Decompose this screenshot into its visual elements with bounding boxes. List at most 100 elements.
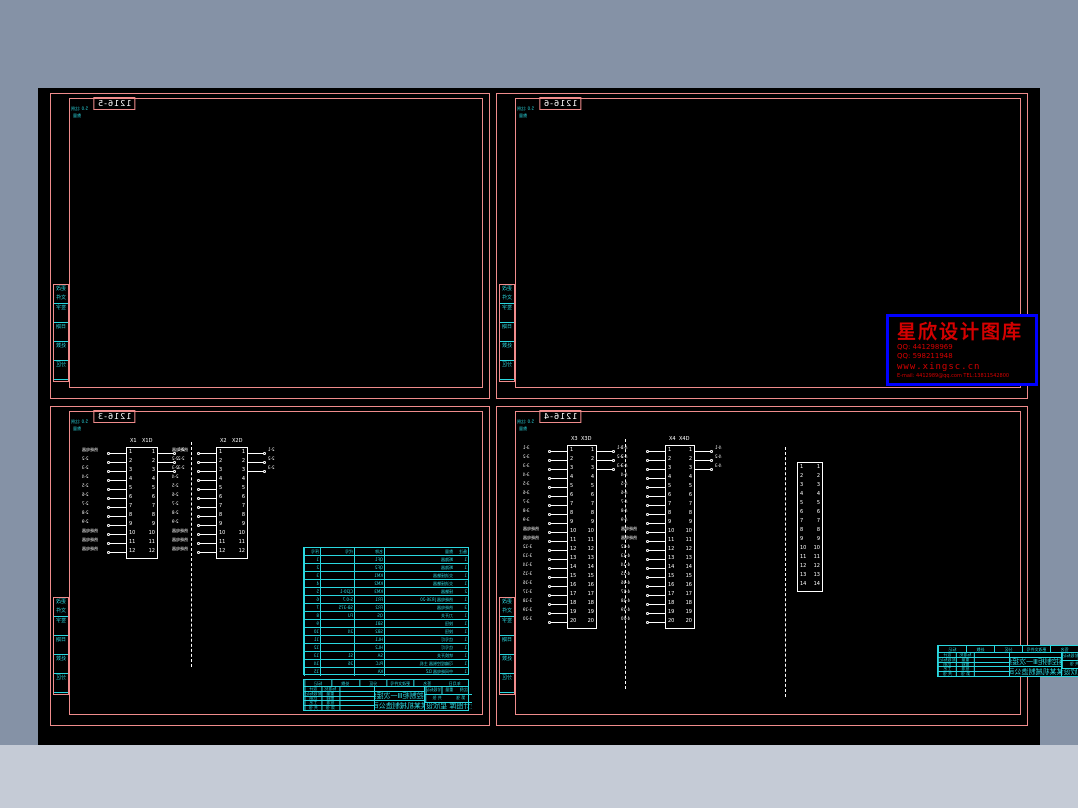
bom-cell: SB2 (354, 628, 384, 635)
terminal-strip-X3[interactable]: 1 1 2 2 3 3 4 4 5 5 6 6 7 7 8 8 9 9 10 10 11 11 12 12 13 13 14 14 15… (567, 445, 597, 629)
terminal-number-right: 2 (816, 473, 820, 479)
title-block-1[interactable]: 标记 处数 分区 更改文件号 签名 年月日 设计 标准化 阶段标记 重量 比例 审核 工艺 批准共 张第 … (303, 679, 472, 711)
terminal-number-left: 9 (219, 521, 223, 527)
terminal-wire-left (649, 613, 665, 614)
terminal-wire-left (649, 532, 665, 533)
terminal-number-right: 6 (688, 492, 692, 498)
terminal-number-left: 5 (570, 483, 574, 489)
terminal-row: 15 15 (568, 572, 596, 581)
terminal-number-left: 2 (800, 473, 804, 479)
terminal-dot-left (107, 452, 110, 455)
bom-cell: 1 (464, 653, 467, 658)
terminal-strip-X1[interactable]: 1 1 2 2 3 3 4 4 5 5 6 6 7 7 8 8 9 9 10 10 11 11 12 12 (126, 447, 158, 559)
terminal-dot-left (646, 585, 649, 588)
terminal-wire-left (649, 577, 665, 578)
title-left-cell (356, 701, 373, 705)
terminal-dot-left (646, 549, 649, 552)
revision-row: 处数 (54, 655, 68, 674)
terminal-number-right: 9 (816, 536, 820, 542)
terminal-label-left: 3-13 (523, 553, 533, 558)
bom-cell: 热继电器 (384, 604, 454, 611)
terminal-strip-aux[interactable]: 1 1 2 2 3 3 4 4 5 5 6 6 7 7 8 8 9 9 10 10 11 11 12 12 13 13 14 14 (797, 462, 823, 592)
terminal-number-right: 5 (241, 485, 245, 491)
terminal-wire-left (649, 586, 665, 587)
title-left-row: 共 张第 张 (938, 672, 1010, 677)
terminal-number-right: 14 (587, 564, 594, 570)
terminal-wire-left (110, 480, 126, 481)
terminal-label-left: 2-6 (172, 492, 179, 497)
bom-cell: 8 (304, 612, 320, 619)
cad-canvas[interactable]: 1216-55.0 :比例数量更改文件号签字日期处数分区1216-65.0 :比… (38, 88, 1078, 745)
separator-dashed (785, 447, 786, 697)
terminal-wire-left (200, 507, 216, 508)
terminal-wire-right (597, 460, 613, 461)
terminal-dot-left (548, 540, 551, 543)
terminal-dot-left (548, 576, 551, 579)
terminal-dot-right (263, 470, 266, 473)
bom-cell: 1 (464, 613, 467, 618)
terminal-number-left: 20 (668, 618, 675, 624)
bom-cell: 11 (304, 636, 320, 643)
title-left-cell: 设计 (938, 653, 956, 657)
terminal-strip-X4[interactable]: 1 1 2 2 3 3 4 4 5 5 6 6 7 7 8 8 9 9 10 10 11 11 12 12 13 13 14 14 15… (665, 445, 695, 629)
title-row-fields: 标记处数分区更改文件号签名 年月日 (304, 680, 468, 687)
terminal-label-left: 热继电器 (621, 535, 637, 540)
watermark-url[interactable]: www.xingsc.cn (897, 361, 981, 372)
terminal-label-left: 3-6 (523, 490, 530, 495)
revision-row: 处数 (500, 342, 514, 361)
terminal-number-left: 2 (129, 458, 133, 464)
terminal-wire-left (649, 559, 665, 560)
bom-cell: KM3 (354, 588, 384, 595)
terminal-row: 10 10 (217, 529, 247, 538)
terminal-number-left: 2 (570, 456, 574, 462)
title-left-cell (973, 653, 992, 657)
terminal-number-right: 12 (587, 546, 594, 552)
title-right-row: 设计图库 星欣设计 (425, 703, 471, 711)
terminal-dot-left (646, 468, 649, 471)
terminal-label-left: 热继电器 (172, 546, 188, 551)
terminal-dot-left (197, 533, 200, 536)
revision-row: 更改文件号 (500, 285, 514, 304)
terminal-strip-X2[interactable]: 1 1 2 2 3 3 4 4 5 5 6 6 7 7 8 8 9 9 10 10 11 11 12 12 (216, 447, 248, 559)
terminal-header-left-X1: X1 (130, 438, 137, 444)
title-left-cell: 共 张 (938, 672, 956, 676)
terminal-wire-left (649, 505, 665, 506)
terminal-number-right: 6 (151, 494, 155, 500)
terminal-row: 12 12 (666, 545, 694, 554)
terminal-number-right: 18 (685, 600, 692, 606)
terminal-number-right: 7 (241, 503, 245, 509)
bom-cell: KA (354, 668, 384, 676)
bom-row: 4 KM2 交流接触器 1 (304, 580, 468, 588)
bom-cell: 10 (304, 628, 320, 635)
terminal-wire-left (200, 453, 216, 454)
terminal-wire-right (248, 462, 264, 463)
terminal-label-left: 2-4 (172, 474, 179, 479)
bom-cell: 14 (304, 660, 320, 667)
bom-cell: 15 (304, 668, 320, 676)
bom-cell: FR2 (354, 604, 384, 611)
terminal-number-left: 6 (129, 494, 133, 500)
bom-cell: 交流接触器 (384, 580, 454, 587)
terminal-wire-right (158, 453, 174, 454)
bom-cell: 3 (464, 605, 467, 610)
terminal-number-left: 18 (668, 600, 675, 606)
terminal-row: 14 14 (568, 563, 596, 572)
title-left-cell (338, 701, 357, 706)
revision-row: 日期 (54, 323, 68, 342)
bom-table[interactable]: 序号 代号 名称 数量 备注 1 QF1 断路器 1 2 QF2 断路器 1 3 KM1 交流接触器 1 4 KM2… (303, 547, 469, 676)
sheet-frame-4: 1216-45.0 :比例数量更改文件号签字日期处数分区112233445566… (496, 406, 1078, 726)
terminal-dot-left (107, 488, 110, 491)
title-left-row: 设计 标准化 (304, 687, 374, 692)
bom-cell: 信号灯 (384, 636, 454, 643)
bom-cell: 3 (304, 572, 320, 579)
